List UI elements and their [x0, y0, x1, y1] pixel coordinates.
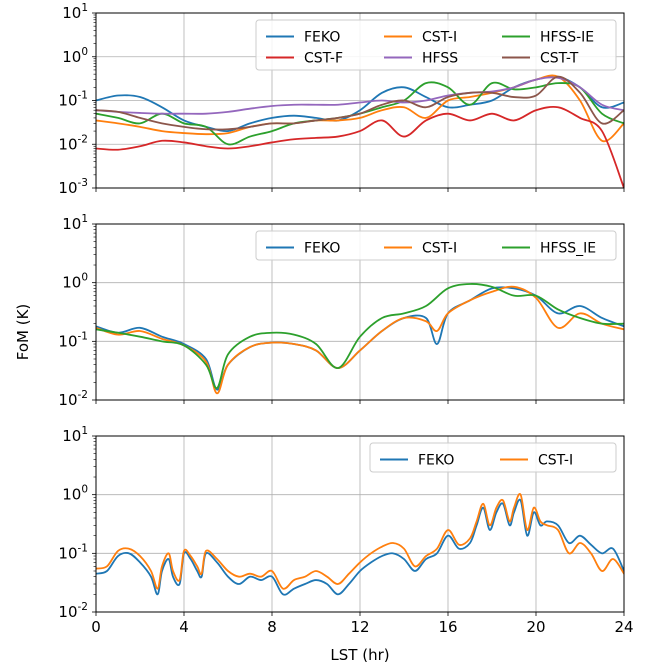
- series-line-feko: [96, 498, 624, 596]
- legend-label: HFSS-IE: [540, 30, 594, 46]
- x-tick-label: 12: [350, 618, 369, 636]
- series-line-cst-t: [96, 75, 624, 131]
- legend-label: CST-I: [538, 453, 573, 469]
- y-tick-label: 10-1: [58, 542, 88, 562]
- y-tick-label: 101: [62, 2, 88, 22]
- series-group: [96, 283, 624, 395]
- y-tick-label: 10-2: [58, 389, 88, 409]
- legend-label: FEKO: [304, 241, 340, 257]
- panel-1: 10-3 10-2 10-1 100 101 FEKO CST-I HFSS-IE CST-F H…: [58, 2, 625, 197]
- y-tick-label: 100: [62, 484, 88, 504]
- y-tick-label: 10-1: [58, 330, 88, 350]
- legend-label: HFSS_IE: [540, 241, 596, 257]
- y-tick-label: 100: [62, 272, 88, 292]
- panel-2: 10-2 10-1 100 101 FEKO CST-I HFSS_IE: [58, 213, 625, 409]
- legend: FEKO CST-I: [369, 442, 617, 473]
- x-tick-label: 16: [438, 618, 457, 636]
- x-axis-label: LST (hr): [330, 646, 389, 664]
- legend: FEKO CST-I HFSS-IE CST-F HFSS CST-T: [255, 19, 617, 71]
- legend-label: CST-T: [540, 51, 579, 67]
- series-line-cst-f: [96, 105, 624, 188]
- y-tick-label: 101: [62, 213, 88, 233]
- x-tick-label: 4: [179, 618, 189, 636]
- legend-box: [255, 230, 617, 261]
- panel-3: 0 4 8 12 16 20 24 10-2 10-1 100 101 FEKO CST-I: [58, 425, 633, 636]
- series-group: [96, 74, 624, 188]
- legend-label: CST-I: [422, 241, 457, 257]
- y-tick-label: 10-2: [58, 601, 88, 621]
- legend-label: CST-F: [304, 51, 343, 67]
- y-tick-label: 10-3: [58, 177, 88, 197]
- legend-label: FEKO: [304, 30, 340, 46]
- series-group: [96, 493, 624, 596]
- series-line-hfss-ie: [96, 283, 624, 389]
- y-tick-label: 100: [62, 46, 88, 66]
- legend-label: CST-I: [422, 30, 457, 46]
- y-tick-label: 10-1: [58, 90, 88, 110]
- y-tick-label: 101: [62, 425, 88, 445]
- legend-label: HFSS: [422, 51, 458, 67]
- legend-label: FEKO: [418, 453, 454, 469]
- legend: FEKO CST-I HFSS_IE: [255, 230, 617, 261]
- legend-box: [369, 442, 617, 473]
- x-tick-label: 8: [267, 618, 277, 636]
- y-axis-label: FoM (K): [14, 304, 32, 361]
- x-tick-label: 20: [526, 618, 545, 636]
- x-tick-label: 24: [614, 618, 633, 636]
- y-tick-label: 10-2: [58, 133, 88, 153]
- series-line-cst-i: [96, 493, 624, 590]
- series-line-hfss: [96, 76, 624, 115]
- x-tick-label: 0: [91, 618, 101, 636]
